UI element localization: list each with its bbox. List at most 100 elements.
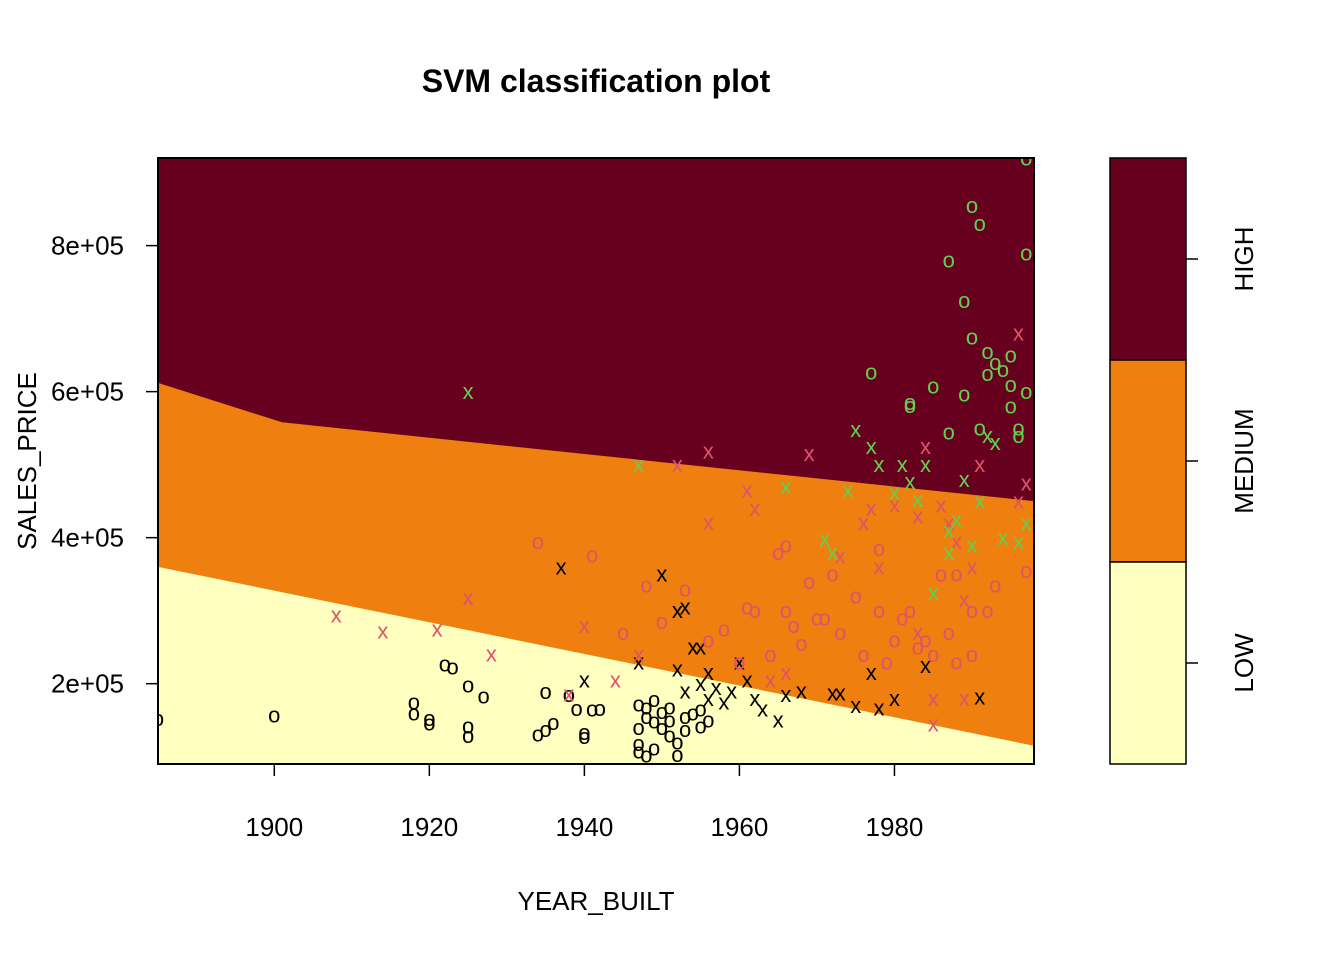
support-vector-marker: x bbox=[703, 660, 714, 685]
support-vector-marker: x bbox=[974, 452, 985, 477]
support-vector-marker: x bbox=[463, 379, 474, 404]
support-vector-marker: x bbox=[711, 675, 722, 700]
support-vector-marker: x bbox=[463, 585, 474, 610]
data-point-marker: o bbox=[679, 704, 691, 729]
support-vector-marker: x bbox=[920, 434, 931, 459]
x-tick-label: 1920 bbox=[400, 812, 458, 842]
data-point-marker: o bbox=[950, 649, 962, 674]
y-axis-label: SALES_PRICE bbox=[12, 372, 42, 550]
support-vector-marker: x bbox=[687, 635, 698, 660]
data-point-marker: o bbox=[1020, 146, 1032, 171]
data-point-marker: o bbox=[718, 616, 730, 641]
data-point-marker: o bbox=[950, 562, 962, 587]
support-vector-marker: x bbox=[703, 686, 714, 711]
data-point-marker: o bbox=[865, 359, 877, 384]
data-point-marker: o bbox=[423, 706, 435, 731]
data-point-marker: o bbox=[532, 722, 544, 747]
support-vector-marker: x bbox=[331, 603, 342, 628]
data-point-marker: o bbox=[563, 682, 575, 707]
data-point-marker: o bbox=[764, 642, 776, 667]
y-tick-label: 4e+05 bbox=[51, 523, 124, 553]
support-vector-marker: x bbox=[563, 681, 574, 706]
data-point-marker: o bbox=[873, 598, 885, 623]
data-point-marker: o bbox=[446, 654, 458, 679]
support-vector-marker: x bbox=[850, 417, 861, 442]
data-point-marker: o bbox=[462, 673, 474, 698]
data-point-marker: o bbox=[904, 390, 916, 415]
data-point-marker: o bbox=[989, 573, 1001, 598]
data-point-marker: o bbox=[679, 717, 691, 742]
data-point-marker: o bbox=[640, 573, 652, 598]
support-vector-marker: x bbox=[633, 452, 644, 477]
support-vector-marker: x bbox=[990, 430, 1001, 455]
y-tick-label: 2e+05 bbox=[51, 669, 124, 699]
x-tick-label: 1940 bbox=[555, 812, 613, 842]
support-vector-marker: x bbox=[680, 678, 691, 703]
support-vector-marker: x bbox=[889, 686, 900, 711]
data-point-marker: o bbox=[981, 339, 993, 364]
support-vector-marker: x bbox=[912, 503, 923, 528]
data-point-marker: o bbox=[1020, 240, 1032, 265]
data-point-marker: o bbox=[834, 620, 846, 645]
support-vector-marker: x bbox=[835, 681, 846, 706]
data-point-marker: o bbox=[423, 711, 435, 736]
support-vector-marker: x bbox=[633, 642, 644, 667]
data-point-marker: o bbox=[687, 700, 699, 725]
data-point-marker: o bbox=[958, 288, 970, 313]
data-point-marker: o bbox=[795, 631, 807, 656]
support-vector-marker: x bbox=[928, 580, 939, 605]
support-vector-marker: x bbox=[866, 660, 877, 685]
data-point-marker: o bbox=[943, 620, 955, 645]
support-vector-marker: x bbox=[959, 467, 970, 492]
data-point-marker: o bbox=[989, 350, 1001, 375]
x-axis: 1900 1920 1940 1960 1980 bbox=[245, 763, 924, 842]
support-vector-marker: x bbox=[486, 641, 497, 666]
y-tick-label: 8e+05 bbox=[51, 231, 124, 261]
data-point-marker: o bbox=[1012, 416, 1024, 441]
data-point-marker: o bbox=[966, 642, 978, 667]
data-point-marker: o bbox=[811, 605, 823, 630]
data-point-marker: o bbox=[873, 536, 885, 561]
support-vector-marker: x bbox=[656, 562, 667, 587]
decision-regions bbox=[158, 158, 1034, 764]
support-vector-marker: x bbox=[780, 474, 791, 499]
data-point-marker: o bbox=[772, 540, 784, 565]
support-vector-marker: x bbox=[966, 532, 977, 557]
data-point-marker: o bbox=[640, 704, 652, 729]
data-point-marker: o bbox=[1005, 372, 1017, 397]
data-point-marker: o bbox=[702, 708, 714, 733]
support-vector-marker: x bbox=[1013, 489, 1024, 514]
data-point-marker: o bbox=[850, 584, 862, 609]
legend-swatch-low bbox=[1109, 561, 1187, 765]
data-point-marker: o bbox=[633, 731, 645, 756]
data-point-marker: o bbox=[633, 692, 645, 717]
support-vector-marker: x bbox=[765, 668, 776, 693]
support-vector-marker: x bbox=[827, 681, 838, 706]
data-point-marker: o bbox=[974, 416, 986, 441]
data-point-marker: o bbox=[532, 529, 544, 554]
support-vector-marker: x bbox=[1013, 321, 1024, 346]
support-vector-marker: x bbox=[749, 686, 760, 711]
class-legend: HIGH MEDIUM LOW bbox=[1109, 157, 1259, 765]
support-vector-marker: x bbox=[742, 478, 753, 503]
support-vector-marker: x bbox=[959, 686, 970, 711]
support-vector-marker: x bbox=[742, 668, 753, 693]
data-point-marker: o bbox=[857, 642, 869, 667]
data-point-marker: o bbox=[648, 735, 660, 760]
support-vector-marker: x bbox=[951, 529, 962, 554]
support-vector-marker: x bbox=[873, 452, 884, 477]
x-tick-label: 1980 bbox=[866, 812, 924, 842]
data-point-marker: o bbox=[943, 419, 955, 444]
support-vector-marker: x bbox=[873, 695, 884, 720]
support-vector-marker: x bbox=[703, 438, 714, 463]
data-point-marker: o bbox=[539, 679, 551, 704]
data-point-marker: o bbox=[462, 714, 474, 739]
support-vector-marker: x bbox=[951, 507, 962, 532]
data-point-marker: o bbox=[1012, 423, 1024, 448]
data-point-marker: o bbox=[904, 598, 916, 623]
support-vector-marker: x bbox=[680, 595, 691, 620]
support-vector-marker: x bbox=[734, 649, 745, 674]
support-vector-marker: x bbox=[718, 689, 729, 714]
data-point-marker: o bbox=[586, 543, 598, 568]
